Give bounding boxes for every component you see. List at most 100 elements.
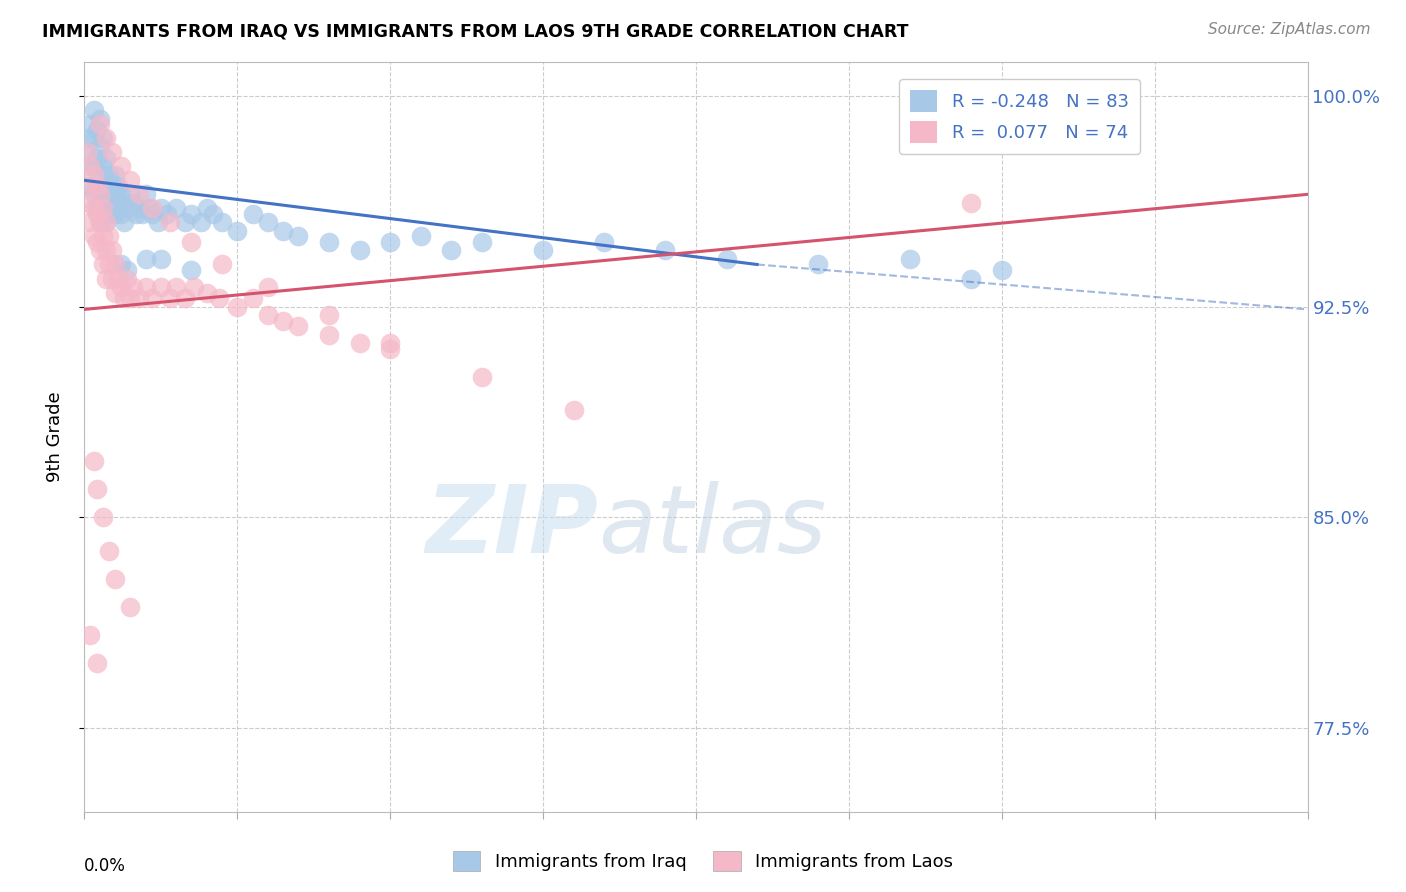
Point	[471, 235, 494, 249]
Point	[79, 195, 101, 210]
Point	[91, 229, 114, 244]
Point	[79, 159, 101, 173]
Point	[104, 207, 127, 221]
Legend: R = -0.248   N = 83, R =  0.077   N = 74: R = -0.248 N = 83, R = 0.077 N = 74	[900, 79, 1139, 153]
Point	[211, 215, 233, 229]
Point	[128, 291, 150, 305]
Point	[201, 207, 224, 221]
Point	[112, 215, 135, 229]
Point	[271, 313, 294, 327]
Point	[83, 159, 105, 173]
Point	[287, 229, 309, 244]
Point	[135, 280, 157, 294]
Point	[960, 271, 983, 285]
Point	[86, 123, 108, 137]
Legend: Immigrants from Iraq, Immigrants from Laos: Immigrants from Iraq, Immigrants from La…	[446, 844, 960, 879]
Point	[146, 215, 169, 229]
Point	[110, 280, 132, 294]
Point	[122, 280, 145, 294]
Point	[115, 202, 138, 216]
Point	[104, 572, 127, 586]
Point	[125, 207, 148, 221]
Point	[86, 178, 108, 193]
Point	[380, 342, 402, 356]
Point	[97, 168, 120, 182]
Point	[76, 131, 98, 145]
Point	[141, 291, 163, 305]
Point	[159, 215, 181, 229]
Point	[159, 291, 181, 305]
Point	[318, 327, 340, 342]
Point	[86, 202, 108, 216]
Point	[79, 117, 101, 131]
Point	[91, 159, 114, 173]
Point	[318, 235, 340, 249]
Point	[180, 263, 202, 277]
Point	[83, 187, 105, 202]
Text: 0.0%: 0.0%	[84, 856, 127, 875]
Point	[257, 308, 280, 322]
Point	[94, 151, 117, 165]
Point	[112, 291, 135, 305]
Point	[94, 131, 117, 145]
Point	[101, 244, 124, 258]
Point	[593, 235, 616, 249]
Point	[195, 202, 218, 216]
Point	[86, 178, 108, 193]
Text: Source: ZipAtlas.com: Source: ZipAtlas.com	[1208, 22, 1371, 37]
Point	[120, 599, 142, 614]
Point	[94, 193, 117, 207]
Point	[83, 168, 105, 182]
Point	[115, 263, 138, 277]
Point	[89, 195, 111, 210]
Point	[104, 285, 127, 300]
Point	[195, 285, 218, 300]
Point	[83, 454, 105, 468]
Point	[165, 202, 187, 216]
Point	[94, 215, 117, 229]
Point	[138, 202, 160, 216]
Point	[79, 215, 101, 229]
Point	[89, 215, 111, 229]
Point	[180, 235, 202, 249]
Point	[107, 178, 129, 193]
Point	[94, 271, 117, 285]
Point	[349, 336, 371, 351]
Point	[101, 271, 124, 285]
Text: atlas: atlas	[598, 482, 827, 573]
Point	[716, 252, 738, 266]
Point	[122, 195, 145, 210]
Point	[226, 224, 249, 238]
Point	[94, 173, 117, 187]
Point	[97, 207, 120, 221]
Point	[562, 403, 585, 417]
Point	[349, 244, 371, 258]
Point	[149, 280, 172, 294]
Point	[807, 258, 830, 272]
Point	[76, 145, 98, 160]
Point	[97, 187, 120, 202]
Point	[89, 139, 111, 153]
Point	[141, 202, 163, 216]
Point	[91, 131, 114, 145]
Point	[120, 187, 142, 202]
Point	[79, 628, 101, 642]
Point	[79, 159, 101, 173]
Point	[287, 319, 309, 334]
Point	[380, 336, 402, 351]
Point	[101, 202, 124, 216]
Point	[104, 258, 127, 272]
Point	[104, 187, 127, 202]
Point	[110, 207, 132, 221]
Point	[174, 291, 197, 305]
Point	[380, 235, 402, 249]
Point	[101, 145, 124, 160]
Point	[110, 258, 132, 272]
Point	[89, 168, 111, 182]
Point	[89, 117, 111, 131]
Point	[115, 271, 138, 285]
Point	[174, 215, 197, 229]
Point	[409, 229, 432, 244]
Point	[149, 202, 172, 216]
Point	[128, 187, 150, 202]
